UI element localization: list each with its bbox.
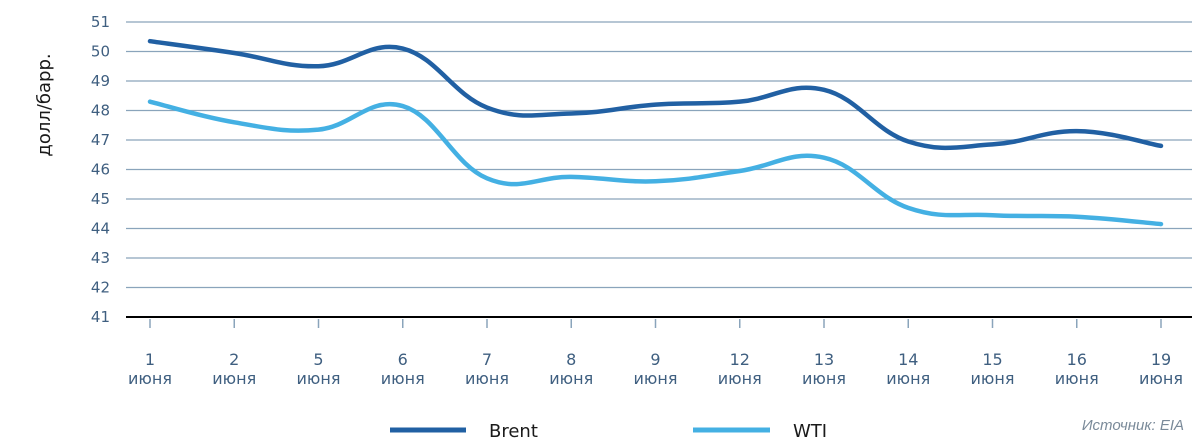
x-tick-day: 16 — [1067, 350, 1087, 369]
y-axis-ticks: 41 42 43 44 45 46 47 48 49 50 51 — [91, 13, 110, 326]
y-tick-label: 41 — [91, 308, 110, 326]
x-tick-month: июня — [465, 369, 509, 388]
x-tick-month: июня — [802, 369, 846, 388]
y-tick-label: 50 — [91, 43, 110, 61]
x-tick-day: 7 — [482, 350, 492, 369]
y-tick-label: 48 — [91, 102, 110, 120]
x-tick-day: 14 — [898, 350, 918, 369]
x-tick-month: июня — [549, 369, 593, 388]
x-tick-month: июня — [886, 369, 930, 388]
x-tick-month: июня — [971, 369, 1015, 388]
x-tick-day: 15 — [982, 350, 1002, 369]
series-line-wti — [147, 99, 1164, 227]
x-tick-month: июня — [1055, 369, 1099, 388]
x-tick-month: июня — [128, 369, 172, 388]
x-tick-month: июня — [212, 369, 256, 388]
x-tick-month: июня — [1139, 369, 1183, 388]
y-tick-label: 44 — [91, 220, 110, 238]
x-tick-day: 19 — [1151, 350, 1171, 369]
x-tick-month: июня — [634, 369, 678, 388]
legend-label-brent: Brent — [489, 421, 538, 439]
gridlines — [126, 21, 1192, 289]
legend: Brent WTI — [390, 421, 827, 439]
x-tick-day: 13 — [814, 350, 834, 369]
x-tick-day: 12 — [730, 350, 750, 369]
x-tick-day: 8 — [566, 350, 576, 369]
y-axis-label: долл/барр. — [34, 53, 55, 156]
x-tick-month: июня — [381, 369, 425, 388]
legend-label-wti: WTI — [793, 421, 827, 439]
x-tick-month: июня — [718, 369, 762, 388]
x-axis: 1июня2июня5июня6июня7июня8июня9июня12июн… — [126, 316, 1192, 388]
y-tick-label: 47 — [91, 131, 110, 149]
x-tick-day: 9 — [650, 350, 660, 369]
y-tick-label: 45 — [91, 190, 110, 208]
x-tick-day: 1 — [145, 350, 155, 369]
y-tick-label: 51 — [91, 13, 110, 31]
y-tick-label: 43 — [91, 249, 110, 267]
source-note: Источник: EIA — [1081, 417, 1184, 434]
y-tick-label: 46 — [91, 161, 110, 179]
y-tick-label: 42 — [91, 279, 110, 297]
y-tick-label: 49 — [91, 72, 110, 90]
x-tick-day: 2 — [229, 350, 239, 369]
x-tick-day: 5 — [313, 350, 323, 369]
x-tick-day: 6 — [398, 350, 408, 369]
series-lines — [147, 38, 1164, 227]
x-tick-month: июня — [297, 369, 341, 388]
